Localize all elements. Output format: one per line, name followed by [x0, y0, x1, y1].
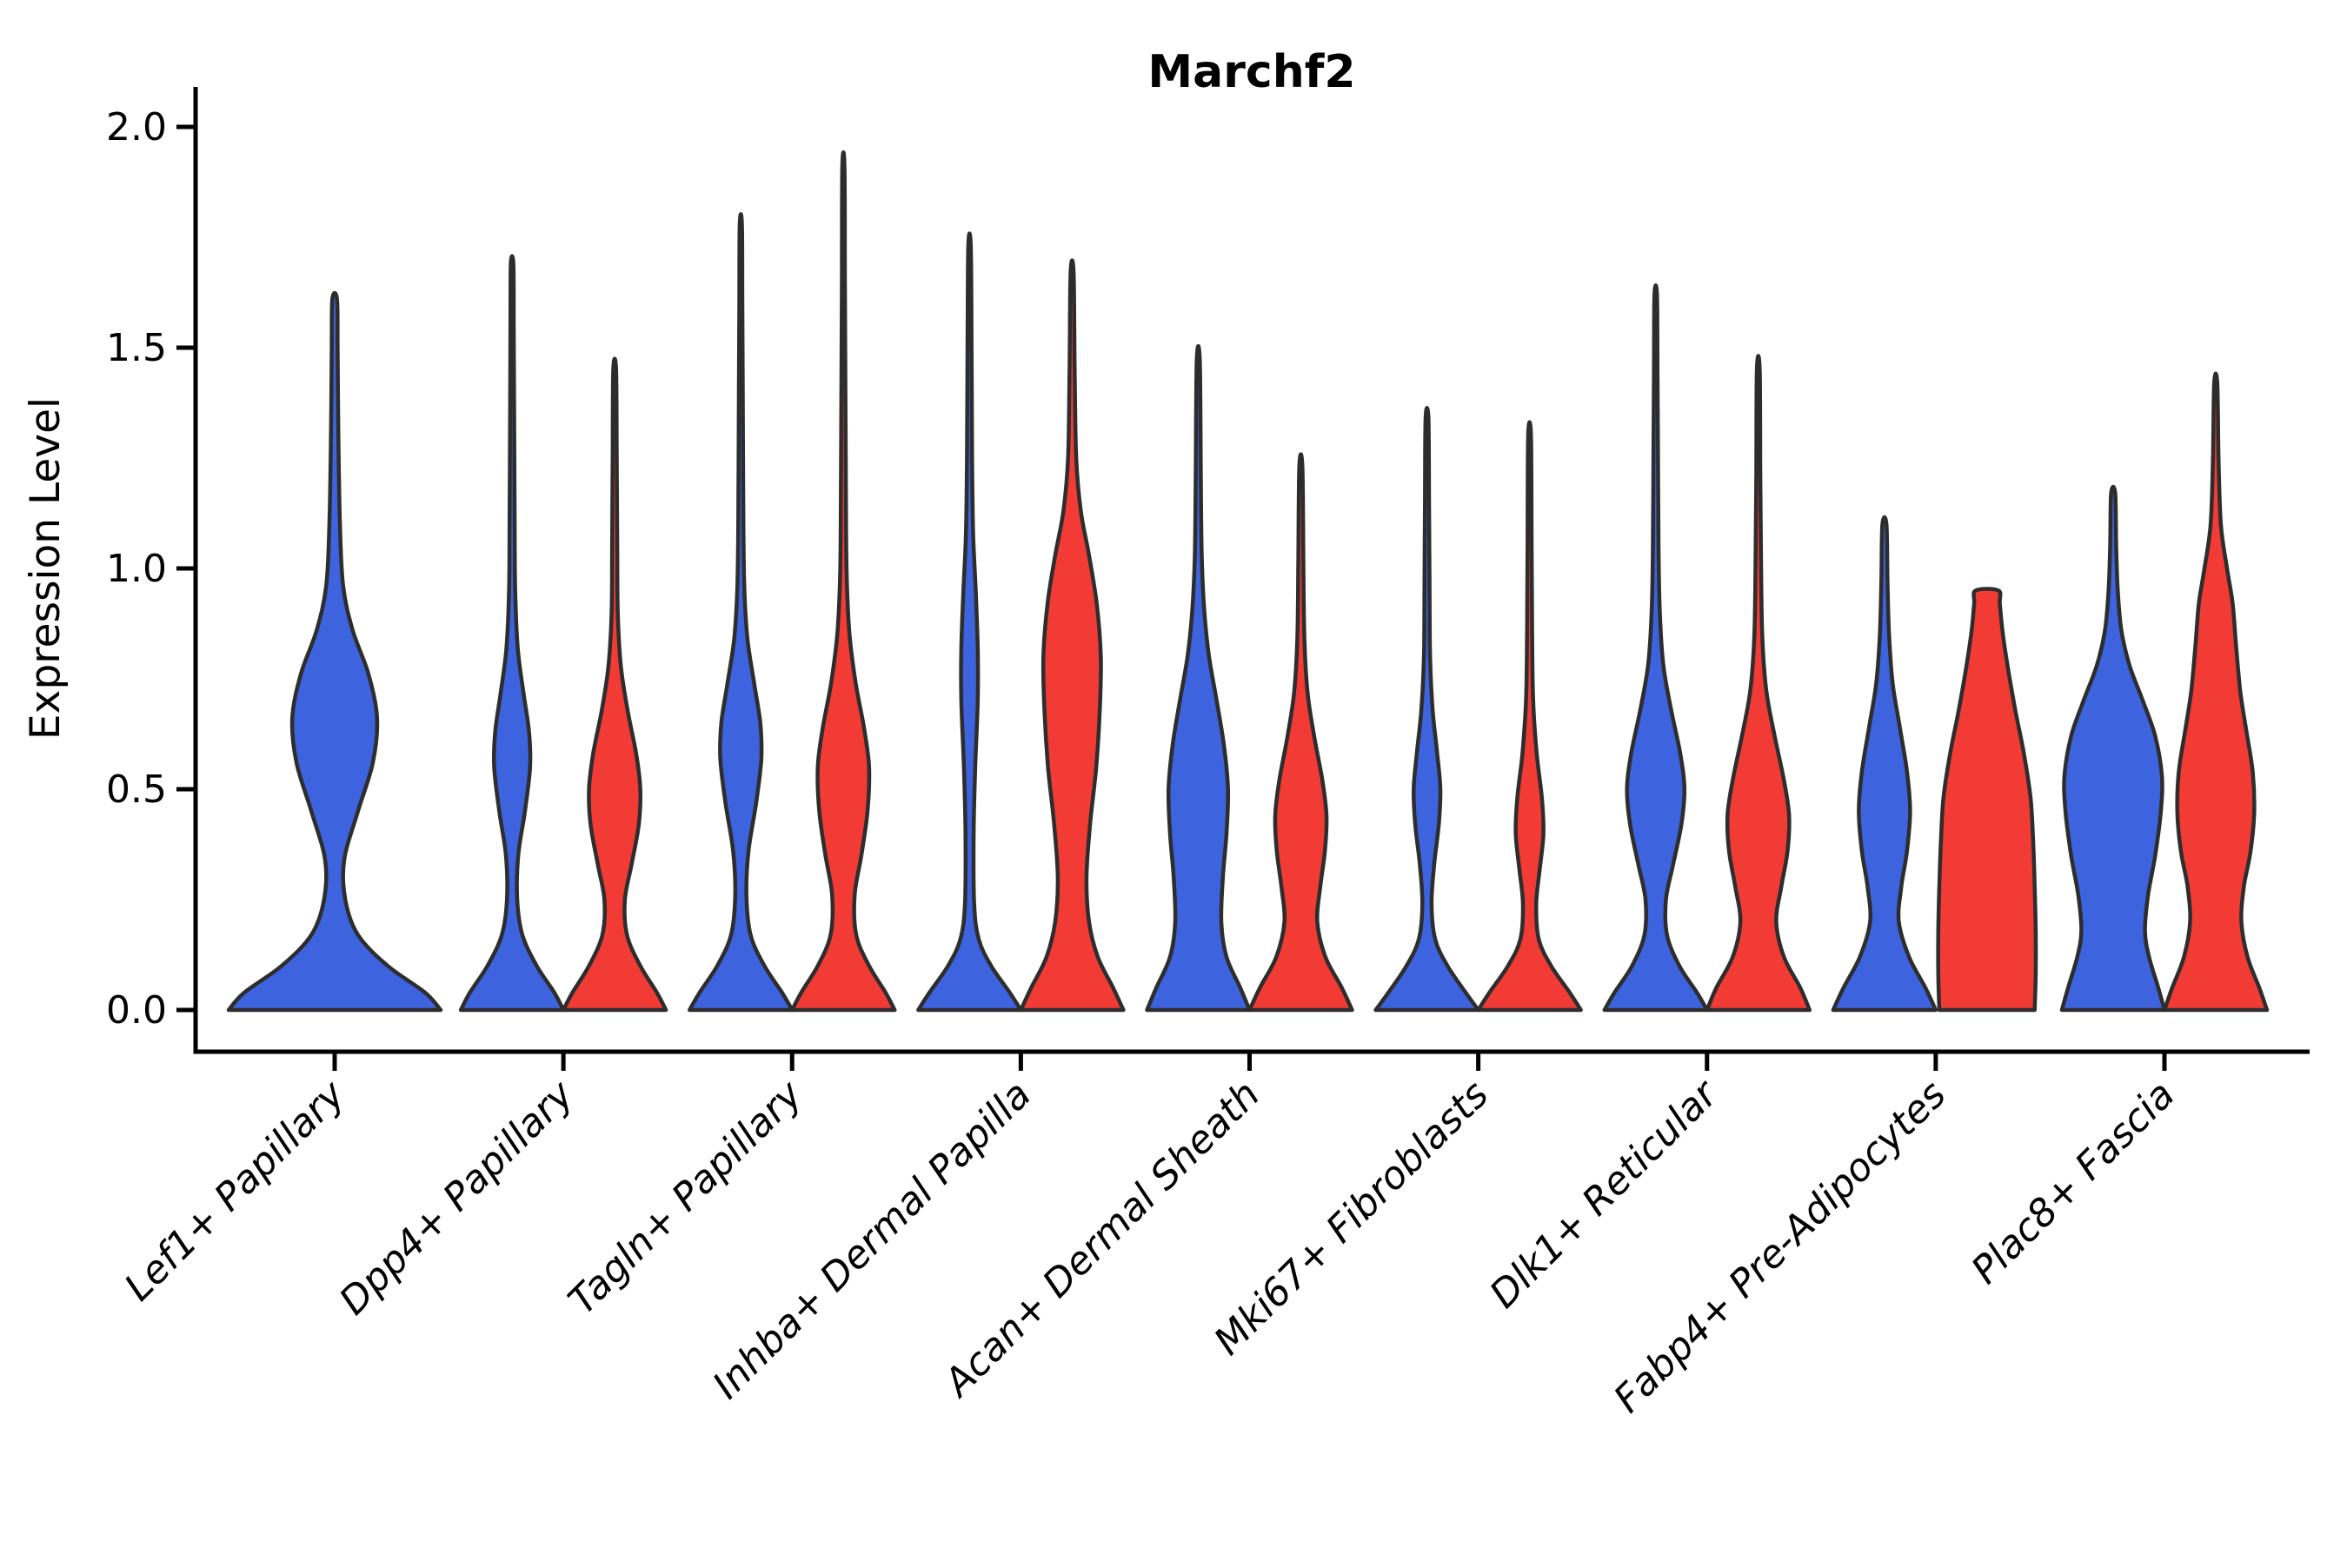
violin-inhba-dermal-papilla-blue: [916, 231, 1023, 1013]
x-tick-label: Dlk1+ Reticular: [1481, 1071, 1727, 1317]
y-axis-ticks: 0.0 0.5 1.0 1.5 2.0: [106, 105, 196, 1033]
x-tick-label: Tagln+ Papillary: [560, 1072, 811, 1323]
violin-tagln-papillary-blue: [688, 212, 795, 1013]
violin-dlk1-reticular-blue: [1602, 282, 1710, 1013]
violin-plac8-fascia-blue: [2059, 484, 2167, 1013]
x-tick-label: Plac8+ Fascia: [1963, 1073, 2183, 1292]
violin-dpp4-papillary-blue: [458, 254, 566, 1013]
violin-fabp4-pre-adipocytes-red: [1936, 587, 2038, 1013]
violin-mki67-fibroblasts-red: [1476, 420, 1583, 1013]
y-tick-label: 1.5: [106, 326, 167, 370]
y-tick-label: 2.0: [106, 105, 167, 149]
violin-acan-dermal-sheath-red: [1247, 452, 1354, 1013]
chart-title: Marchf2: [1147, 46, 1355, 98]
violin-acan-dermal-sheath-blue: [1145, 343, 1252, 1013]
violin-dlk1-reticular-red: [1705, 354, 1812, 1013]
violins-group: [226, 149, 2270, 1013]
violin-inhba-dermal-papilla-red: [1019, 258, 1126, 1013]
y-axis-label: Expression Level: [22, 397, 70, 740]
violin-lef1-papillary-blue: [226, 290, 443, 1013]
violin-plac8-fascia-red: [2162, 371, 2270, 1013]
violin-dpp4-papillary-red: [561, 356, 668, 1013]
y-tick-label: 0.0: [106, 988, 167, 1033]
x-tick-label: Dpp4+ Papillary: [331, 1072, 583, 1324]
y-tick-label: 1.0: [106, 547, 167, 591]
violin-mki67-fibroblasts-blue: [1373, 405, 1480, 1013]
x-tick-label: Lef1+ Papillary: [116, 1072, 355, 1310]
violin-fabp4-pre-adipocytes-blue: [1831, 515, 1938, 1013]
violin-tagln-papillary-red: [790, 149, 897, 1013]
y-tick-label: 0.5: [106, 767, 167, 812]
